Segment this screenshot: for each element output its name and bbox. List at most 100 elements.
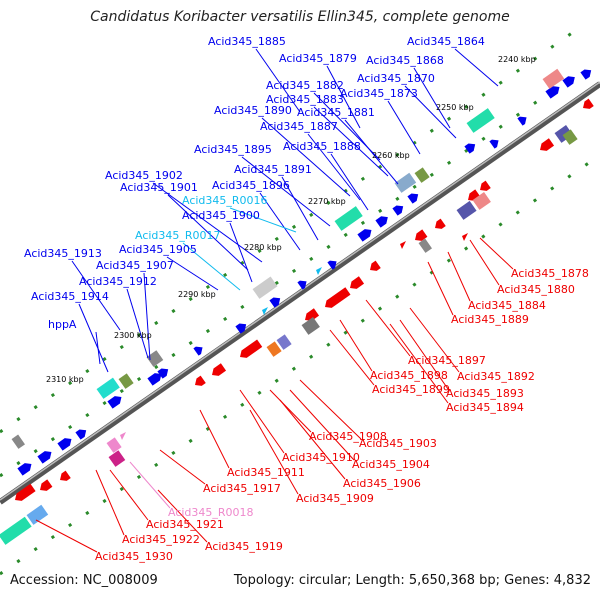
forward-gene-label[interactable]: Acid345_1907 — [96, 259, 174, 272]
forward-gene-arrow[interactable] — [489, 137, 501, 149]
forward-gene-arrow[interactable] — [580, 67, 593, 80]
forward-gene-label[interactable]: Acid345_1870 — [357, 72, 435, 85]
forward-gene-label[interactable]: Acid345_1887 — [260, 120, 338, 133]
rna-feature-marker[interactable] — [120, 432, 126, 440]
forward-gene-arrow[interactable] — [107, 393, 124, 409]
label-leader-line — [159, 449, 206, 485]
reverse-gene-label[interactable]: Acid345_1889 — [451, 313, 529, 326]
forward-gene-label[interactable]: Acid345_1913 — [24, 247, 102, 260]
rna-feature-marker[interactable] — [400, 241, 406, 249]
reverse-gene-arrow[interactable] — [12, 483, 36, 504]
forward-gene-arrow[interactable] — [464, 141, 477, 154]
reverse-gene-arrow[interactable] — [412, 229, 428, 243]
forward-gene-arrow[interactable] — [357, 226, 374, 242]
reverse-gene-label[interactable]: Acid345_1909 — [296, 492, 374, 505]
reverse-gene-arrow[interactable] — [209, 363, 227, 378]
reverse-gene-label[interactable]: Acid345_1908 — [309, 430, 387, 443]
forward-gene-label[interactable]: Acid345_1912 — [79, 275, 157, 288]
reverse-gene-label[interactable]: Acid345_1917 — [203, 482, 281, 495]
forward-gene-label[interactable]: Acid345_1881 — [297, 106, 375, 119]
forward-gene-label[interactable]: Acid345_1873 — [340, 87, 418, 100]
reverse-gene-arrow[interactable] — [237, 339, 263, 361]
rna-feature-marker[interactable] — [316, 267, 322, 275]
reverse-gene-arrow[interactable] — [57, 470, 71, 484]
reverse-gene-label[interactable]: Acid345_1930 — [95, 550, 173, 563]
forward-gene-label[interactable]: Acid345_1914 — [31, 290, 109, 303]
reverse-gene-label[interactable]: Acid345_1884 — [468, 299, 546, 312]
reverse-gene-arrow[interactable] — [347, 276, 365, 291]
reverse-gene-label[interactable]: Acid345_1898 — [370, 369, 448, 382]
forward-gene-label[interactable]: Acid345_1905 — [119, 243, 197, 256]
forward-gene-label[interactable]: Acid345_1883 — [266, 93, 344, 106]
reverse-gene-arrow[interactable] — [322, 287, 351, 310]
reverse-gene-label[interactable]: Acid345_1878 — [511, 267, 589, 280]
forward-gene-arrow[interactable] — [17, 460, 34, 476]
forward-gene-label[interactable]: Acid345_1864 — [407, 35, 485, 48]
reverse-gene-label[interactable]: Acid345_1903 — [359, 437, 437, 450]
forward-gene-label[interactable]: Acid345_1879 — [279, 52, 357, 65]
reverse-gene-arrow[interactable] — [477, 180, 491, 194]
forward-gene-label[interactable]: Acid345_1882 — [266, 79, 344, 92]
forward-gene-label[interactable]: Acid345_1896 — [212, 179, 290, 192]
reverse-gene-label[interactable]: Acid345_1910 — [282, 451, 360, 464]
reverse-gene-arrow[interactable] — [432, 218, 446, 232]
label-leader-line — [78, 303, 109, 373]
kbp-tick-label: 2250 kbp — [436, 103, 474, 112]
forward-gene-label[interactable]: Acid345_R0016 — [182, 194, 268, 207]
forward-gene-arrow[interactable] — [297, 278, 309, 290]
reverse-gene-label[interactable]: Acid345_1922 — [122, 533, 200, 546]
forward-gene-arrow[interactable] — [147, 370, 164, 386]
reverse-gene-label[interactable]: Acid345_1880 — [497, 283, 575, 296]
reverse-gene-arrow[interactable] — [367, 260, 381, 274]
forward-gene-label[interactable]: Acid345_R0017 — [135, 229, 221, 242]
forward-gene-arrow[interactable] — [545, 83, 562, 99]
forward-gene-label[interactable]: Acid345_1890 — [214, 104, 292, 117]
reverse-gene-label[interactable]: Acid345_1921 — [146, 518, 224, 531]
reverse-gene-arrow[interactable] — [302, 308, 320, 323]
forward-gene-label[interactable]: Acid345_1868 — [366, 54, 444, 67]
label-leader-line — [399, 319, 449, 390]
reverse-gene-arrow[interactable] — [580, 98, 594, 112]
forward-gene-arrow[interactable] — [157, 366, 170, 379]
forward-gene-label[interactable]: Acid345_1902 — [105, 169, 183, 182]
reverse-gene-label[interactable]: Acid345_1892 — [457, 370, 535, 383]
reverse-gene-arrow[interactable] — [37, 479, 53, 493]
reverse-gene-label[interactable]: Acid345_1911 — [227, 466, 305, 479]
forward-gene-arrow[interactable] — [37, 448, 54, 464]
rna-feature-marker[interactable] — [462, 233, 468, 241]
reverse-gene-label[interactable]: Acid345_1906 — [343, 477, 421, 490]
forward-gene-arrow[interactable] — [392, 203, 405, 216]
forward-gene-label[interactable]: Acid345_1888 — [283, 140, 361, 153]
forward-gene-label[interactable]: Acid345_1901 — [120, 181, 198, 194]
rna-feature-marker[interactable] — [262, 307, 268, 315]
forward-gene-arrow[interactable] — [562, 73, 577, 88]
forward-gene-label[interactable]: Acid345_1891 — [234, 163, 312, 176]
forward-gene-arrow[interactable] — [269, 295, 282, 308]
reverse-gene-label[interactable]: Acid345_R0018 — [168, 506, 254, 519]
reverse-gene-label[interactable]: Acid345_1897 — [408, 354, 486, 367]
forward-gene-arrow[interactable] — [375, 213, 390, 228]
label-leader-line — [167, 194, 249, 271]
reverse-gene-label[interactable]: Acid345_1893 — [446, 387, 524, 400]
forward-gene-arrow[interactable] — [57, 435, 74, 451]
accession-text: Accession: NC_008009 — [10, 573, 158, 588]
kbp-tick-label: 2260 kbp — [372, 151, 410, 160]
forward-gene-arrow[interactable] — [75, 427, 88, 440]
reverse-gene-label[interactable]: Acid345_1919 — [205, 540, 283, 553]
forward-gene-label[interactable]: Acid345_1900 — [182, 209, 260, 222]
feature-block — [414, 167, 430, 183]
forward-gene-label[interactable]: hppA — [48, 318, 77, 331]
forward-gene-arrow[interactable] — [407, 191, 420, 204]
reverse-gene-label[interactable]: Acid345_1904 — [352, 458, 430, 471]
forward-gene-arrow[interactable] — [193, 344, 205, 356]
reverse-gene-label[interactable]: Acid345_1894 — [446, 401, 524, 414]
reverse-gene-arrow[interactable] — [192, 375, 206, 389]
forward-gene-arrow[interactable] — [235, 321, 248, 334]
reverse-gene-arrow[interactable] — [537, 138, 555, 153]
forward-gene-label[interactable]: Acid345_1895 — [194, 143, 272, 156]
forward-gene-arrow[interactable] — [517, 114, 529, 126]
forward-gene-arrow[interactable] — [327, 258, 339, 270]
feature-block — [334, 206, 363, 231]
reverse-gene-label[interactable]: Acid345_1899 — [372, 383, 450, 396]
forward-gene-label[interactable]: Acid345_1885 — [208, 35, 286, 48]
